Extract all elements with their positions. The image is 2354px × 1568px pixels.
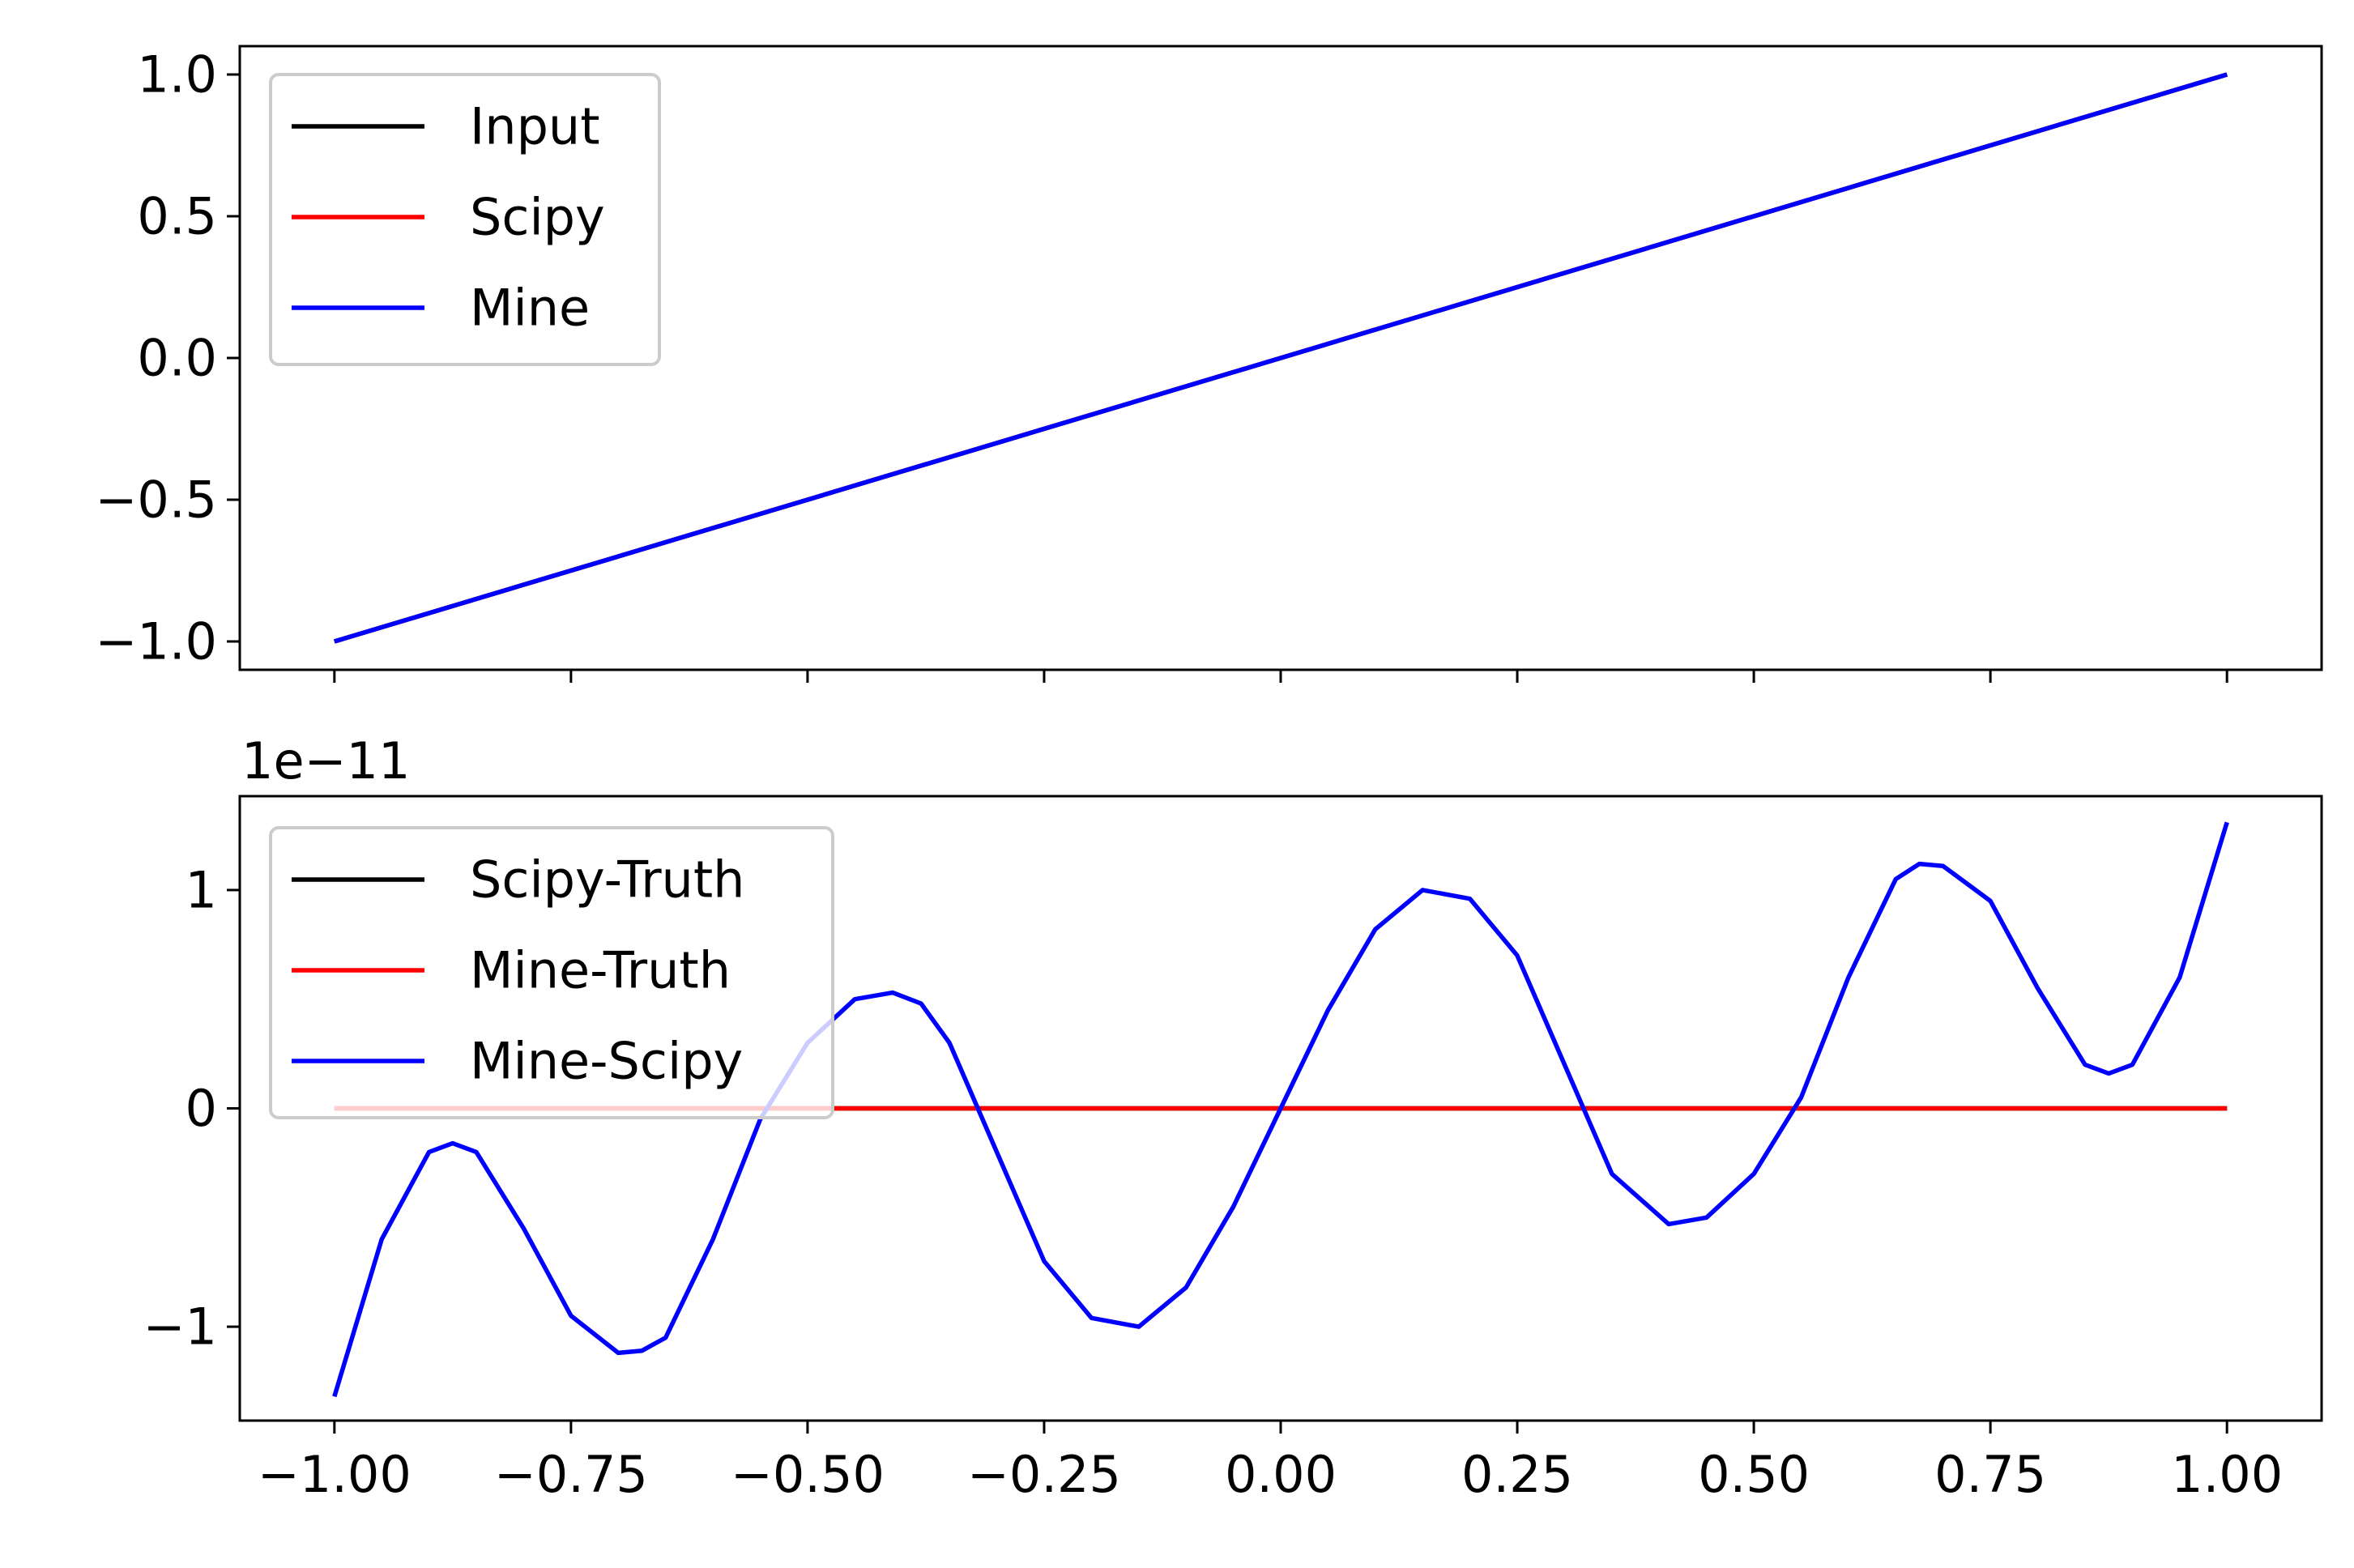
series-line-mine [334,72,2228,644]
x-tick-label: 0.75 [1934,1445,2046,1504]
offset-text: 1e−11 [241,731,410,790]
legend-label-scipy-truth: Scipy-Truth [470,850,744,910]
x-tick-label: 0.00 [1225,1445,1337,1504]
legend-box-2 [269,826,834,1119]
x-tick-label: −0.25 [967,1445,1121,1504]
y-tick-label: −1.0 [95,612,217,671]
legend-label-mine: Mine [470,279,590,338]
x-tick-label: 1.00 [2171,1445,2283,1504]
y-tick-label: 1.0 [137,45,217,104]
y-tick-label: −1 [143,1297,217,1357]
legend-box-1 [269,73,661,366]
x-tick-label: 0.25 [1461,1445,1573,1504]
y-tick-label: 0 [186,1079,217,1138]
y-tick-label: 0.5 [137,187,217,246]
legend-label-mine-scipy: Mine-Scipy [470,1032,743,1091]
legend-label-mine-truth: Mine-Truth [470,941,731,1000]
x-tick-label: −0.75 [494,1445,648,1504]
x-tick-label: −0.50 [731,1445,885,1504]
y-tick-label: 1 [186,860,217,919]
x-tick-label: 0.50 [1698,1445,1810,1504]
y-tick-label: −0.5 [95,471,217,530]
x-tick-label: −1.00 [258,1445,412,1504]
legend-label-scipy: Scipy [470,188,605,247]
legend-label-input: Input [470,97,600,156]
y-tick-label: 0.0 [137,329,217,388]
series-line-mine-scipy [332,821,2229,1398]
